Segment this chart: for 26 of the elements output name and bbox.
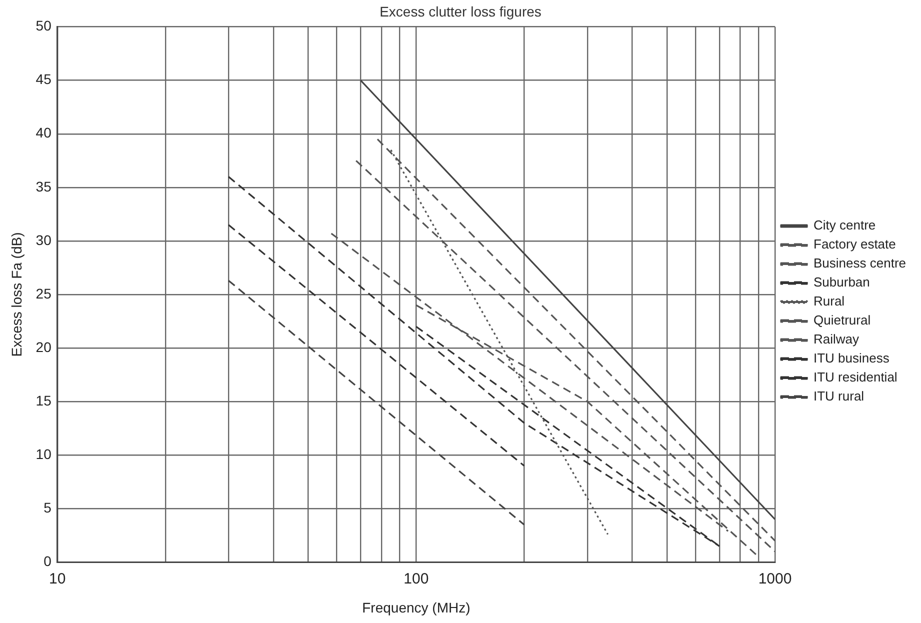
- legend-label: Rural: [814, 294, 845, 309]
- y-tick-label: 0: [44, 553, 52, 570]
- x-tick-label: 100: [404, 570, 429, 588]
- legend-label: Quietrural: [814, 312, 871, 328]
- chart-title: Excess clutter loss figures: [380, 3, 542, 20]
- y-tick-label: 50: [36, 18, 52, 34]
- legend-label: City centre: [814, 218, 876, 233]
- legend-label: Business centre: [814, 256, 906, 271]
- legend-label: ITU residential: [814, 370, 898, 385]
- y-tick-label: 15: [36, 392, 52, 408]
- legend-label: ITU rural: [814, 388, 864, 404]
- y-tick-label: 40: [36, 124, 52, 141]
- y-tick-label: 5: [44, 500, 52, 516]
- y-tick-label: 25: [36, 285, 52, 302]
- x-axis-title: Frequency (MHz): [362, 599, 470, 616]
- legend-label: Suburban: [814, 274, 870, 290]
- legend-label: ITU business: [814, 350, 890, 366]
- y-axis-title: Excess loss Fa (dB): [8, 232, 24, 357]
- x-tick-label: 1000: [758, 570, 792, 588]
- legend-label: Railway: [814, 332, 860, 347]
- y-tick-label: 20: [36, 338, 52, 355]
- y-tick-label: 45: [36, 71, 52, 88]
- legend-label: Factory estate: [814, 236, 896, 252]
- y-tick-label: 35: [36, 178, 52, 194]
- y-tick-label: 10: [36, 446, 52, 462]
- y-tick-label: 30: [36, 232, 52, 248]
